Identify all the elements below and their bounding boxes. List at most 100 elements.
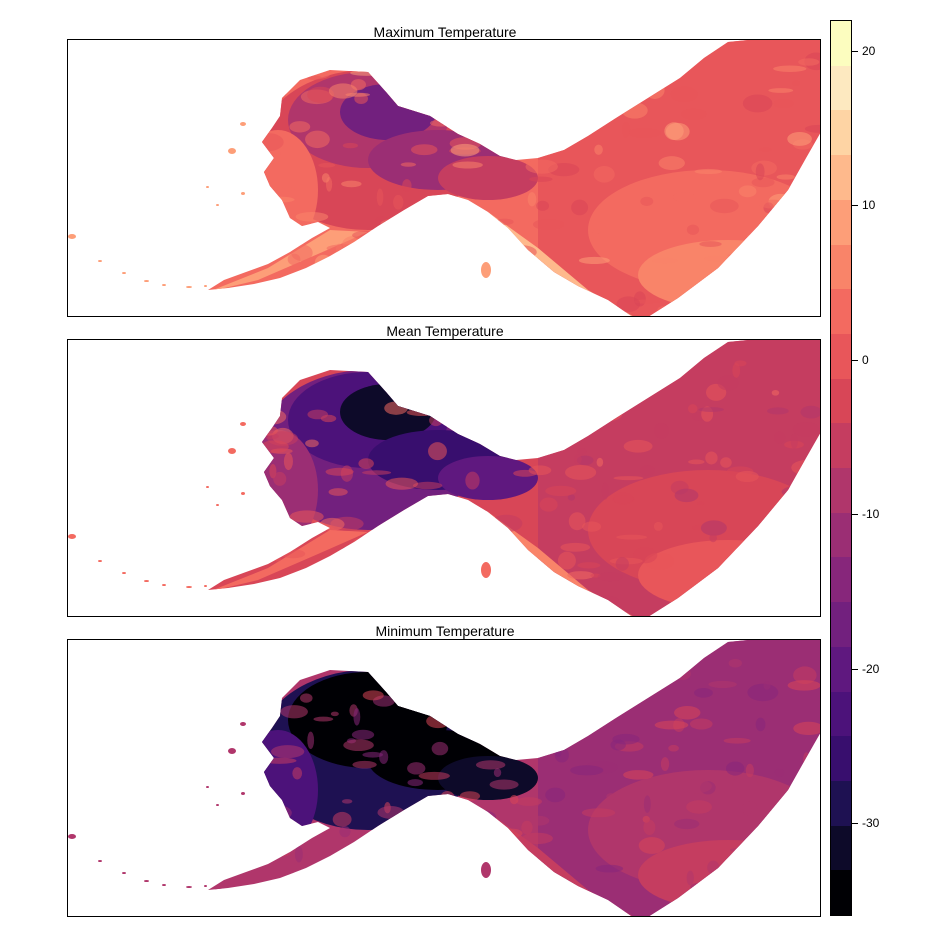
terrain-patch (747, 232, 779, 242)
terrain-patch (351, 729, 375, 740)
colorbar-band (831, 63, 851, 111)
terrain-patch (548, 734, 578, 739)
terrain-patch (787, 680, 820, 691)
terrain-patch (453, 102, 475, 120)
terrain-patch (459, 702, 486, 714)
terrain-patch (495, 705, 524, 713)
island (241, 492, 245, 495)
terrain-patch (644, 81, 665, 99)
island (122, 572, 126, 574)
colorbar-band (831, 465, 851, 513)
terrain-patch (660, 757, 670, 771)
island (228, 748, 236, 754)
terrain-patch (742, 94, 773, 113)
terrain-patch (571, 199, 589, 216)
terrain-patch (345, 92, 371, 97)
map-land (208, 640, 820, 916)
terrain-patch (260, 440, 289, 454)
terrain-patch (267, 364, 279, 372)
terrain-patch (340, 547, 350, 563)
terrain-patch (804, 124, 820, 133)
terrain-patch (541, 592, 551, 606)
terrain-patch (534, 71, 555, 76)
terrain-patch (659, 59, 669, 68)
terrain-patch (295, 211, 329, 222)
terrain-patch (572, 680, 606, 697)
terrain-patch (791, 80, 801, 87)
terrain-patch (430, 119, 452, 127)
map-min (68, 640, 820, 916)
island (186, 286, 192, 288)
terrain-patch (775, 585, 785, 601)
terrain-patch (417, 602, 450, 616)
temperature-zone (638, 240, 818, 310)
terrain-patch (493, 575, 504, 582)
terrain-patch (321, 173, 330, 183)
terrain-patch (770, 581, 782, 592)
terrain-patch (350, 659, 357, 672)
terrain-patch (491, 709, 498, 718)
terrain-patch (313, 891, 345, 907)
terrain-patch (348, 906, 361, 916)
terrain-patch (767, 407, 789, 415)
terrain-patch (294, 907, 303, 916)
terrain-patch (694, 688, 713, 698)
terrain-patch (616, 296, 641, 312)
terrain-patch (393, 846, 427, 864)
terrain-patch (774, 768, 785, 778)
terrain-patch (453, 116, 482, 123)
terrain-patch (424, 94, 439, 108)
terrain-patch (739, 894, 772, 910)
temperature-zone (438, 456, 538, 500)
terrain-patch (362, 751, 384, 758)
terrain-patch (566, 357, 581, 373)
terrain-patch (793, 265, 802, 273)
terrain-patch (773, 65, 807, 73)
terrain-patch (654, 720, 689, 730)
terrain-patch (787, 132, 812, 146)
terrain-patch (699, 241, 722, 247)
terrain-patch (413, 55, 441, 65)
colorbar-band (831, 510, 851, 558)
terrain-patch (776, 174, 795, 180)
terrain-patch (363, 858, 388, 875)
terrain-patch (577, 448, 587, 455)
terrain-patch (805, 607, 819, 613)
terrain-patch (325, 467, 354, 476)
terrain-patch (425, 659, 445, 664)
terrain-patch (286, 872, 301, 886)
island (206, 486, 209, 488)
terrain-patch (426, 714, 451, 729)
terrain-patch (465, 471, 480, 490)
terrain-patch (325, 603, 335, 616)
terrain-patch (429, 414, 443, 427)
terrain-patch (470, 371, 504, 387)
terrain-patch (724, 251, 748, 257)
panel-title-min: Minimum Temperature (375, 623, 515, 639)
terrain-patch (420, 217, 441, 226)
terrain-patch (343, 739, 374, 752)
temperature-zone (438, 756, 538, 800)
terrain-patch (732, 363, 741, 378)
terrain-patch (307, 75, 322, 80)
island (241, 792, 245, 795)
terrain-patch (406, 409, 437, 416)
terrain-patch (270, 850, 291, 857)
terrain-patch (469, 290, 500, 301)
terrain-patch (747, 683, 779, 702)
terrain-patch (664, 122, 684, 140)
terrain-patch (723, 737, 751, 744)
terrain-patch (607, 848, 621, 865)
island (228, 148, 236, 154)
terrain-patch (792, 422, 820, 437)
terrain-patch (623, 439, 653, 453)
terrain-patch (607, 374, 626, 387)
terrain-patch (643, 819, 656, 836)
colorbar-tick-label: 20 (862, 43, 876, 58)
terrain-patch (532, 60, 558, 75)
terrain-patch (603, 672, 613, 684)
colorbar-tick-label: 10 (862, 198, 876, 213)
terrain-patch (763, 681, 771, 690)
colorbar-tick-label: -10 (862, 507, 880, 522)
terrain-patch (668, 744, 679, 752)
